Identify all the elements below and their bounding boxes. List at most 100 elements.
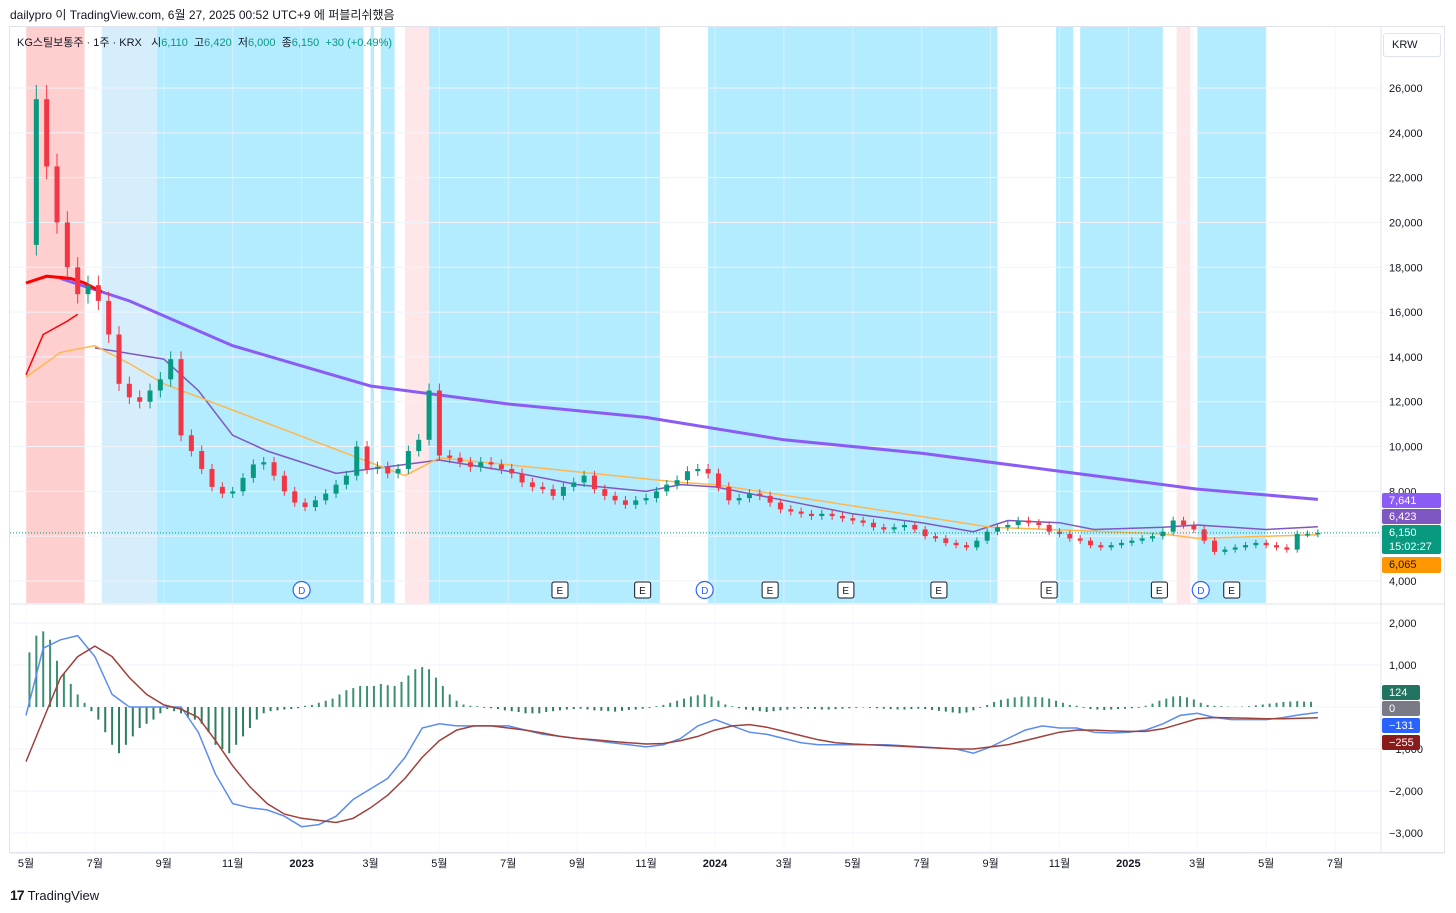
candle-body[interactable] xyxy=(1222,549,1228,552)
candle-body[interactable] xyxy=(364,446,370,469)
candle-body[interactable] xyxy=(168,359,174,380)
tradingview-brand[interactable]: 17 TradingView xyxy=(10,887,99,903)
candle-body[interactable] xyxy=(715,473,721,487)
candle-body[interactable] xyxy=(1036,522,1042,525)
candle-body[interactable] xyxy=(1025,520,1031,523)
earnings-marker-icon[interactable] xyxy=(1150,581,1168,599)
candle-body[interactable] xyxy=(1046,524,1052,532)
candle-body[interactable] xyxy=(963,545,969,548)
candle-body[interactable] xyxy=(1274,545,1280,548)
candle-body[interactable] xyxy=(147,390,153,402)
candle-body[interactable] xyxy=(839,516,845,519)
symbol-label[interactable]: KG스틸보통주 · 1주 · KRX xyxy=(17,37,142,49)
candle-body[interactable] xyxy=(622,500,628,505)
candle-body[interactable] xyxy=(1170,520,1176,532)
candle-body[interactable] xyxy=(1201,529,1207,541)
candle-body[interactable] xyxy=(529,482,535,487)
candle-body[interactable] xyxy=(560,486,566,496)
candle-body[interactable] xyxy=(230,491,236,494)
candle-body[interactable] xyxy=(302,502,308,508)
candle-body[interactable] xyxy=(684,471,690,481)
candle-body[interactable] xyxy=(829,513,835,517)
candle-body[interactable] xyxy=(726,486,732,501)
candle-body[interactable] xyxy=(1160,531,1166,537)
dividend-marker-icon[interactable] xyxy=(695,580,714,600)
currency-button[interactable]: KRW xyxy=(1383,33,1441,57)
candle-body[interactable] xyxy=(788,509,794,512)
candle-body[interactable] xyxy=(695,468,701,472)
candle-body[interactable] xyxy=(1088,540,1094,546)
candle-body[interactable] xyxy=(581,475,587,483)
candle-body[interactable] xyxy=(591,475,597,490)
candle-body[interactable] xyxy=(1305,533,1311,536)
earnings-marker-icon[interactable] xyxy=(930,581,948,599)
candle-body[interactable] xyxy=(137,397,143,402)
candle-body[interactable] xyxy=(106,300,112,335)
candle-body[interactable] xyxy=(374,466,380,469)
candle-body[interactable] xyxy=(808,513,814,517)
candle-body[interactable] xyxy=(261,462,267,465)
candle-body[interactable] xyxy=(426,390,432,440)
candle-body[interactable] xyxy=(777,502,783,510)
candle-body[interactable] xyxy=(643,498,649,501)
candle-body[interactable] xyxy=(271,462,277,476)
candle-body[interactable] xyxy=(333,484,339,494)
candle-body[interactable] xyxy=(447,455,453,458)
candle-body[interactable] xyxy=(870,522,876,528)
candle-body[interactable] xyxy=(209,468,215,487)
earnings-marker-icon[interactable] xyxy=(634,581,652,599)
candle-body[interactable] xyxy=(1150,536,1156,539)
candle-body[interactable] xyxy=(798,511,804,514)
candle-body[interactable] xyxy=(116,334,122,384)
candle-body[interactable] xyxy=(416,439,422,452)
candle-body[interactable] xyxy=(943,538,949,543)
candle-body[interactable] xyxy=(819,513,825,517)
candle-body[interactable] xyxy=(385,466,391,474)
candle-body[interactable] xyxy=(746,493,752,499)
dividend-marker-icon[interactable] xyxy=(292,580,311,600)
candle-body[interactable] xyxy=(1181,520,1187,525)
candle-body[interactable] xyxy=(405,451,411,469)
candle-body[interactable] xyxy=(860,520,866,523)
candle-body[interactable] xyxy=(674,480,680,485)
candle-body[interactable] xyxy=(250,464,256,478)
candle-body[interactable] xyxy=(633,500,639,505)
candle-body[interactable] xyxy=(932,536,938,539)
candle-body[interactable] xyxy=(75,267,81,295)
candle-body[interactable] xyxy=(498,464,504,469)
candle-body[interactable] xyxy=(1129,540,1135,543)
candle-body[interactable] xyxy=(1119,542,1125,546)
candle-body[interactable] xyxy=(457,457,463,463)
candle-body[interactable] xyxy=(33,99,39,245)
candle-body[interactable] xyxy=(653,491,659,499)
earnings-marker-icon[interactable] xyxy=(551,581,569,599)
candle-body[interactable] xyxy=(488,462,494,465)
candle-body[interactable] xyxy=(1315,532,1321,535)
candle-body[interactable] xyxy=(1232,547,1238,550)
candle-body[interactable] xyxy=(323,493,329,501)
earnings-marker-icon[interactable] xyxy=(1040,581,1058,599)
earnings-marker-icon[interactable] xyxy=(837,581,855,599)
earnings-marker-icon[interactable] xyxy=(1223,581,1241,599)
candle-body[interactable] xyxy=(850,518,856,521)
candle-body[interactable] xyxy=(1263,542,1269,546)
candle-body[interactable] xyxy=(219,486,225,494)
candle-body[interactable] xyxy=(509,468,515,474)
candle-body[interactable] xyxy=(354,446,360,476)
candle-body[interactable] xyxy=(1098,545,1104,548)
candle-body[interactable] xyxy=(1212,540,1218,552)
candle-body[interactable] xyxy=(188,435,194,452)
candle-body[interactable] xyxy=(550,489,556,496)
candle-body[interactable] xyxy=(912,524,918,530)
candle-body[interactable] xyxy=(1191,524,1197,530)
candle-body[interactable] xyxy=(467,462,473,467)
candle-body[interactable] xyxy=(1108,545,1114,548)
candle-body[interactable] xyxy=(64,222,70,268)
candle-body[interactable] xyxy=(312,500,318,508)
candle-body[interactable] xyxy=(292,491,298,503)
candle-body[interactable] xyxy=(974,540,980,548)
candle-body[interactable] xyxy=(54,166,60,223)
candle-body[interactable] xyxy=(395,468,401,474)
candle-body[interactable] xyxy=(85,285,91,295)
candle-body[interactable] xyxy=(736,498,742,501)
